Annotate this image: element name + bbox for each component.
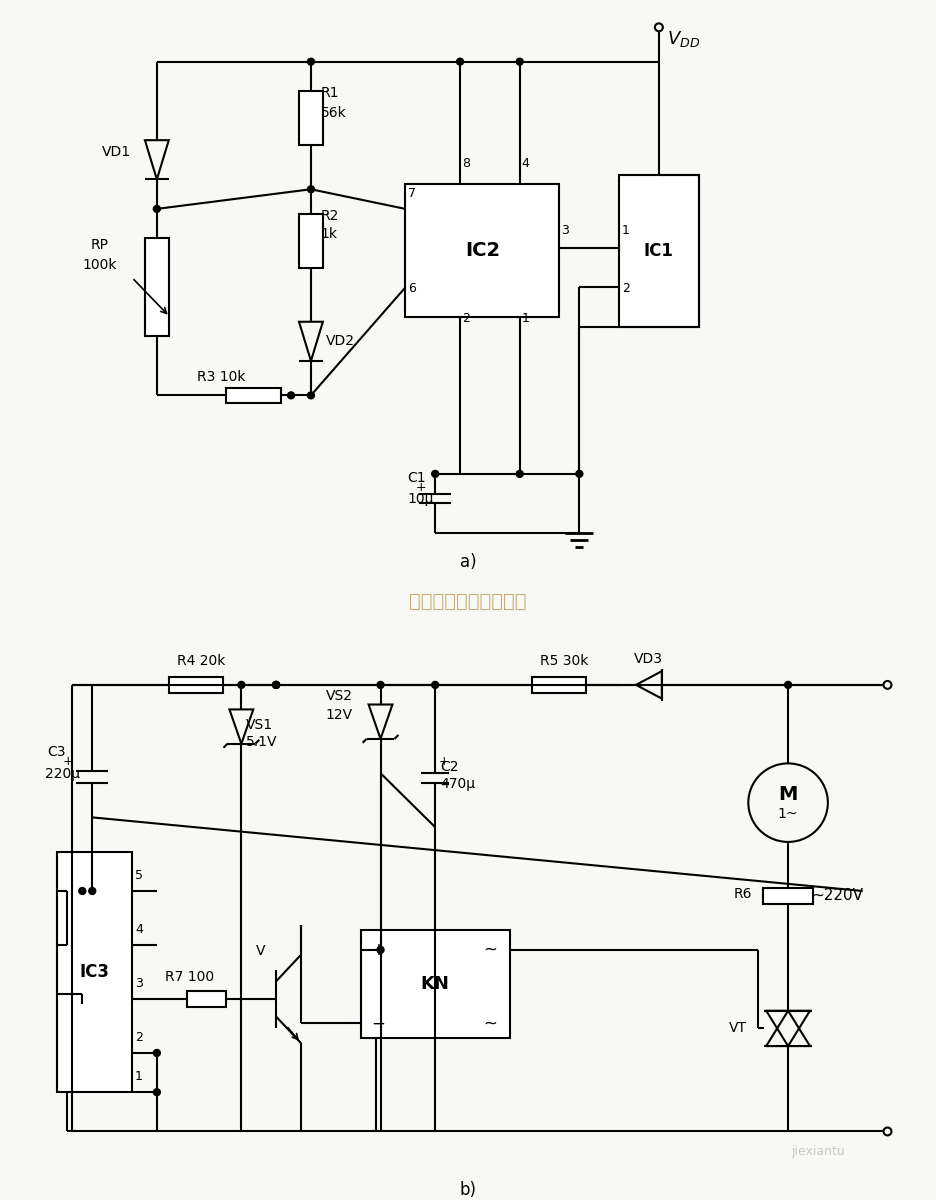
Text: 2: 2 — [461, 312, 470, 325]
Text: ~220V: ~220V — [811, 888, 863, 904]
Circle shape — [431, 682, 438, 689]
Bar — [405, 185, 559, 317]
Text: 1: 1 — [521, 312, 529, 325]
Text: 56k: 56k — [320, 106, 346, 120]
Text: IC2: IC2 — [464, 241, 500, 260]
Circle shape — [272, 682, 279, 689]
Bar — [619, 174, 698, 326]
Circle shape — [456, 59, 463, 65]
Bar — [168, 677, 223, 692]
Text: C3: C3 — [48, 744, 66, 758]
Text: VD1: VD1 — [102, 145, 131, 160]
Text: 6: 6 — [408, 282, 416, 295]
Text: 12V: 12V — [326, 708, 353, 722]
Text: 8: 8 — [461, 157, 470, 169]
Circle shape — [783, 682, 791, 689]
Circle shape — [272, 682, 279, 689]
Text: R1: R1 — [320, 86, 339, 101]
Circle shape — [307, 186, 314, 193]
Circle shape — [516, 470, 522, 478]
Text: +: + — [415, 480, 426, 493]
Text: 5: 5 — [135, 869, 143, 882]
Text: VT: VT — [727, 1021, 746, 1036]
Circle shape — [238, 682, 244, 689]
Circle shape — [154, 1088, 160, 1096]
Circle shape — [307, 59, 314, 65]
Text: KN: KN — [420, 976, 449, 994]
Circle shape — [516, 59, 522, 65]
Bar — [227, 388, 281, 403]
Circle shape — [154, 205, 160, 212]
Text: 杭州将睿科技有限公司: 杭州将睿科技有限公司 — [409, 592, 526, 611]
Text: V: V — [256, 943, 266, 958]
Text: 1: 1 — [622, 224, 629, 238]
Text: R3 10k: R3 10k — [197, 370, 245, 384]
Circle shape — [376, 682, 384, 689]
Text: 5.1V: 5.1V — [246, 734, 278, 749]
Text: M: M — [778, 785, 797, 804]
Text: 3: 3 — [135, 977, 142, 990]
Circle shape — [272, 682, 279, 689]
Circle shape — [576, 470, 582, 478]
Bar — [186, 991, 227, 1007]
Text: 4: 4 — [521, 157, 529, 169]
Bar — [360, 930, 509, 1038]
Circle shape — [431, 470, 438, 478]
Circle shape — [79, 888, 86, 894]
Text: 2: 2 — [622, 282, 629, 295]
Text: 3: 3 — [561, 224, 569, 238]
Circle shape — [287, 392, 294, 398]
Text: −: − — [372, 1014, 385, 1032]
Text: VS2: VS2 — [326, 689, 353, 703]
Text: 10μ: 10μ — [407, 492, 433, 506]
Text: VS1: VS1 — [246, 718, 273, 732]
Bar — [531, 677, 586, 692]
Circle shape — [89, 888, 95, 894]
Text: +: + — [372, 941, 385, 959]
Text: 1k: 1k — [320, 227, 338, 240]
Text: IC3: IC3 — [80, 962, 110, 980]
Circle shape — [154, 1050, 160, 1056]
Text: R6: R6 — [733, 887, 751, 901]
Text: R4 20k: R4 20k — [177, 654, 225, 668]
Bar — [145, 239, 168, 336]
Text: 4: 4 — [135, 923, 142, 936]
Text: RP: RP — [90, 239, 109, 252]
Text: jiexiantu: jiexiantu — [790, 1145, 844, 1158]
Text: 470μ: 470μ — [440, 776, 475, 791]
Text: 1~: 1~ — [777, 808, 797, 822]
Text: 2: 2 — [135, 1031, 142, 1044]
Text: $V_{DD}$: $V_{DD}$ — [666, 29, 699, 49]
Text: R7 100: R7 100 — [165, 971, 213, 984]
Text: C2: C2 — [440, 761, 459, 774]
Text: 7: 7 — [408, 187, 416, 200]
Bar — [57, 852, 132, 1092]
Text: VD2: VD2 — [326, 335, 355, 348]
Bar — [763, 888, 812, 904]
Circle shape — [307, 392, 314, 398]
Text: VD3: VD3 — [634, 653, 663, 666]
Circle shape — [376, 947, 384, 953]
Text: a): a) — [460, 553, 475, 571]
Text: ~: ~ — [482, 1014, 496, 1032]
Text: ~: ~ — [482, 941, 496, 959]
Text: 100k: 100k — [82, 258, 117, 272]
Text: R5 30k: R5 30k — [539, 654, 587, 668]
Bar — [299, 214, 323, 268]
Text: 1: 1 — [135, 1070, 142, 1084]
Text: +: + — [438, 755, 448, 768]
Text: R2: R2 — [320, 209, 339, 223]
Bar — [299, 91, 323, 145]
Text: 220μ: 220μ — [45, 767, 80, 781]
Text: C1: C1 — [407, 470, 426, 485]
Text: IC1: IC1 — [643, 241, 673, 259]
Text: b): b) — [459, 1181, 476, 1199]
Text: +: + — [63, 755, 73, 768]
